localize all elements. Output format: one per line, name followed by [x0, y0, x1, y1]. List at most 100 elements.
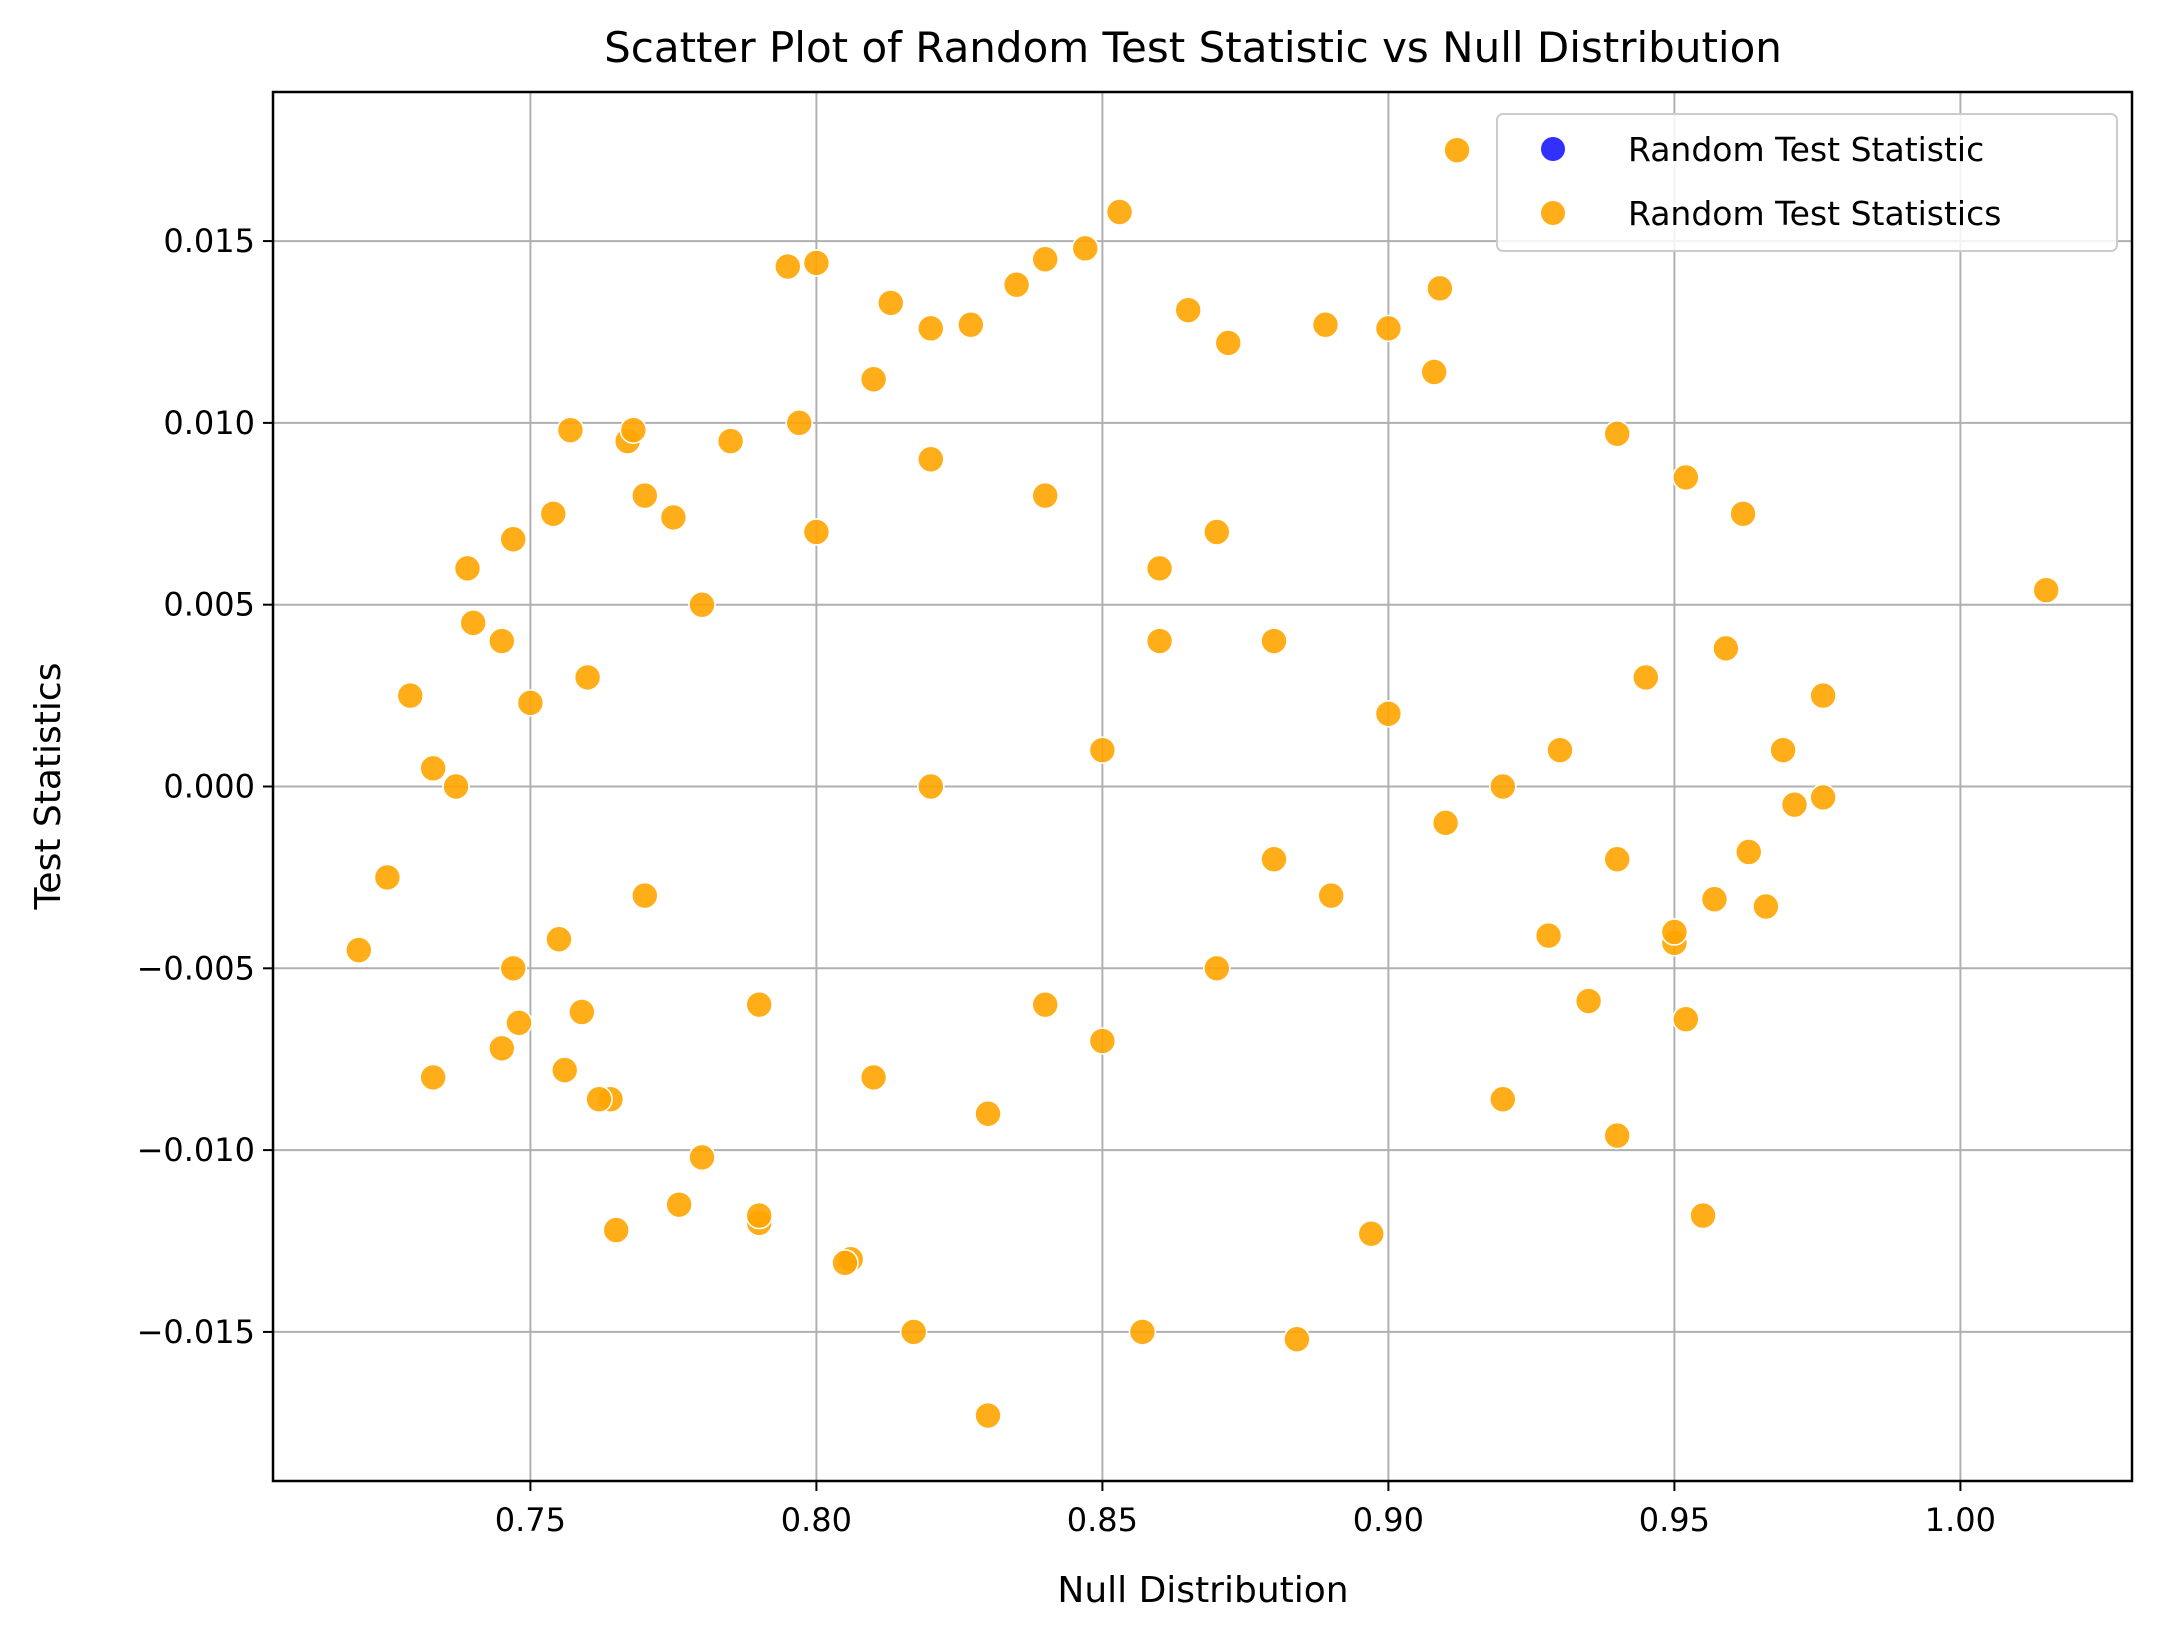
scatter-point [745, 1201, 774, 1230]
scatter-point [442, 772, 470, 801]
scatter-point [1260, 627, 1288, 655]
scatter-point [1672, 1005, 1700, 1034]
scatter-point [573, 663, 602, 692]
scatter-point [1071, 234, 1100, 263]
x-tick-label: 0.80 [781, 1501, 852, 1539]
scatter-point [487, 627, 516, 655]
scatter-point [1534, 921, 1563, 950]
scatter-point [585, 1085, 613, 1114]
scatter-point [665, 1190, 693, 1219]
scatter-point [1128, 1318, 1157, 1346]
scatter-point [1420, 358, 1448, 386]
scatter-point [619, 416, 648, 444]
scatter-point [688, 590, 716, 619]
scatter-point [419, 1063, 447, 1092]
scatter-point [419, 754, 447, 783]
scatter-point [1145, 554, 1174, 583]
grid-lines [273, 92, 2132, 1481]
scatter-point [957, 310, 985, 339]
scatter-point [1734, 838, 1763, 866]
scatter-point [499, 954, 528, 983]
scatter-point [2032, 576, 2060, 604]
scatter-point [859, 1063, 888, 1092]
scatter-point [1374, 699, 1403, 728]
x-axis-label: Null Distribution [1057, 1570, 1348, 1611]
plot-frame [271, 90, 2134, 1483]
scatter-point [1769, 736, 1797, 764]
axis-ticks: 0.75 0.80 0.85 0.90 0.95 1.00 −0.015 −0.010 −0.0… [137, 222, 1996, 1539]
scatter-point [1145, 627, 1174, 655]
scatter-point [831, 1249, 859, 1277]
scatter-point [630, 481, 659, 510]
scatter-point [802, 518, 831, 546]
scatter-point [916, 314, 945, 343]
scatter-point [556, 416, 585, 444]
y-tick-label: 0.000 [163, 768, 255, 806]
x-tick-label: 0.75 [495, 1501, 566, 1539]
scatter-point [916, 445, 945, 474]
scatter-point [1752, 892, 1780, 921]
scatter-point [1260, 845, 1288, 874]
x-tick-label: 0.95 [1639, 1501, 1710, 1539]
scatter-point [899, 1318, 928, 1346]
scatter-point [1712, 634, 1740, 663]
scatter-point [1809, 783, 1837, 812]
x-tick-label: 0.85 [1067, 1501, 1138, 1539]
x-tick-label: 0.90 [1353, 1501, 1424, 1539]
scatter-point [1214, 329, 1243, 357]
scatter-point [1317, 881, 1345, 910]
scatter-point [453, 554, 482, 583]
scatter-point [785, 409, 814, 437]
scatter-point [1374, 314, 1403, 343]
scatter-point [659, 503, 688, 532]
scatter-point [505, 1009, 533, 1037]
scatter-point [1489, 772, 1517, 801]
scatter-point [1431, 809, 1460, 837]
data-points [344, 136, 2060, 1430]
scatter-point [1809, 681, 1837, 710]
scatter-point [859, 365, 888, 394]
scatter-point [1603, 419, 1631, 448]
scatter-point [1357, 1219, 1386, 1248]
y-axis-label: Test Statistics [28, 663, 69, 911]
scatter-point [344, 936, 373, 964]
scatter-point [1603, 845, 1631, 874]
y-tick-label: 0.005 [163, 586, 255, 624]
scatter-point [396, 681, 425, 710]
scatter-point [1031, 990, 1059, 1019]
scatter-point [516, 689, 545, 717]
legend: Random Test Statistic Random Test Statis… [1496, 113, 2118, 252]
y-tick-label: −0.015 [137, 1313, 255, 1351]
scatter-point [1574, 987, 1603, 1015]
y-tick-label: −0.005 [137, 949, 255, 987]
scatter-point [1088, 736, 1117, 764]
scatter-point [602, 1216, 631, 1244]
legend-marker-random-test-statistic [1541, 137, 1565, 161]
scatter-point [1088, 1027, 1117, 1055]
scatter-point [630, 881, 659, 910]
scatter-point [1660, 918, 1689, 946]
scatter-point [545, 925, 573, 954]
scatter-point [1203, 954, 1231, 983]
scatter-point [1283, 1325, 1311, 1353]
x-tick-label: 1.00 [1925, 1501, 1996, 1539]
scatter-point [1729, 499, 1757, 528]
y-tick-label: −0.010 [137, 1131, 255, 1169]
scatter-point [688, 1143, 716, 1172]
legend-box [1496, 113, 2118, 252]
scatter-point [1780, 790, 1809, 819]
scatter-point [916, 772, 945, 801]
scatter-point [1174, 296, 1202, 324]
scatter-point [716, 427, 745, 455]
scatter-point [773, 252, 802, 281]
y-tick-label: 0.015 [163, 222, 255, 260]
scatter-point [539, 499, 568, 528]
scatter-point [802, 249, 831, 277]
scatter-point [1489, 1085, 1517, 1114]
scatter-point [487, 1034, 516, 1063]
legend-label-random-test-statistic: Random Test Statistic [1628, 130, 1984, 169]
scatter-point [1426, 274, 1454, 303]
scatter-point [1105, 198, 1134, 226]
y-tick-label: 0.010 [163, 404, 255, 442]
